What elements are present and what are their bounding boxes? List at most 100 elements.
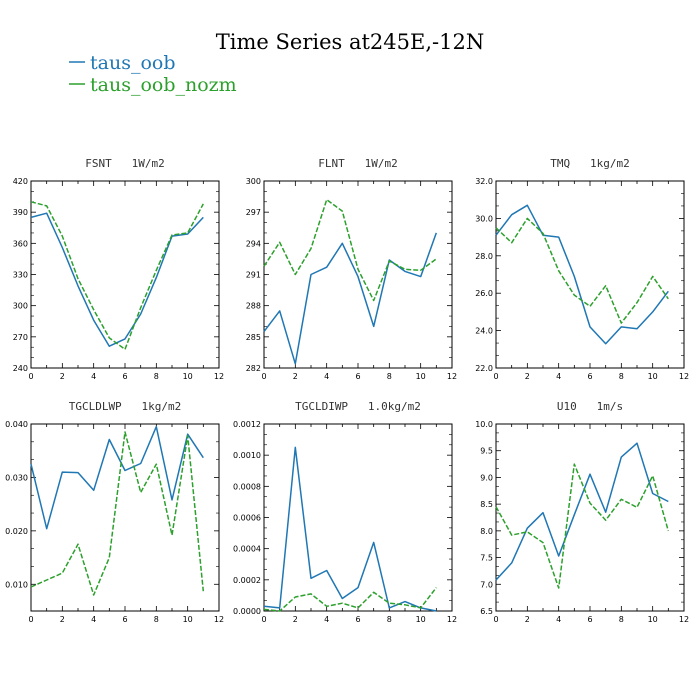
y-tick-label-flnt: 288 <box>246 302 261 311</box>
legend: taus_oob taus_oob_nozm <box>69 52 237 96</box>
y-tick-label-u10: 6.5 <box>480 607 493 616</box>
chart-panel-fsnt: FSNT 1W/m2 0 2 4 6 8 10 12 240 270 300 330 360 390 420 <box>13 157 224 381</box>
series-line-taus-oob-nozm-tgcldiwp <box>263 587 437 612</box>
series-line-taus-oob-flnt <box>263 232 438 365</box>
y-tick-label-fsnt: 420 <box>13 177 28 186</box>
x-tick-label-tmq: 2 <box>525 372 530 381</box>
x-tick-label-tgcldlwp: 12 <box>214 615 224 624</box>
chart-panel-tgcldlwp: TGCLDLWP 1kg/m2 0 2 4 6 8 10 12 0.010 0.020 0.030 0… <box>5 400 224 624</box>
y-tick-label-fsnt: 330 <box>13 271 28 280</box>
x-tick-label-u10: 10 <box>648 615 658 624</box>
y-tick-label-tmq: 32.0 <box>475 177 493 186</box>
series-line-taus-oob-nozm-flnt <box>263 198 437 302</box>
x-tick-label-u10: 0 <box>493 615 498 624</box>
x-tick-label-fsnt: 12 <box>214 372 224 381</box>
panel-title-tgcldlwp: TGCLDLWP 1kg/m2 <box>69 400 182 413</box>
y-tick-label-flnt: 291 <box>246 271 261 280</box>
x-tick-label-fsnt: 2 <box>60 372 65 381</box>
y-tick-label-u10: 7.0 <box>480 580 493 589</box>
figure-title: Time Series at245E,-12N <box>216 30 484 54</box>
x-tick-label-fsnt: 10 <box>183 372 193 381</box>
chart-panel-tmq: TMQ 1kg/m2 0 2 4 6 8 10 12 22.0 24.0 26.0 28.0 30.0 3… <box>475 157 689 381</box>
x-tick-label-tgcldiwp: 6 <box>355 615 360 624</box>
y-tick-label-flnt: 300 <box>246 177 261 186</box>
y-tick-label-tmq: 26.0 <box>475 289 493 298</box>
x-tick-label-tgcldlwp: 4 <box>91 615 96 624</box>
y-tick-label-tgcldiwp: 0.0002 <box>233 576 261 585</box>
x-tick-label-tgcldiwp: 2 <box>293 615 298 624</box>
y-tick-label-flnt: 294 <box>246 239 261 248</box>
x-tick-label-u10: 6 <box>587 615 592 624</box>
legend-label-taus-oob: taus_oob <box>90 52 176 74</box>
x-tick-label-tgcldiwp: 0 <box>261 615 266 624</box>
y-tick-label-fsnt: 360 <box>13 239 28 248</box>
y-tick-label-tgcldlwp: 0.010 <box>5 580 28 589</box>
y-tick-label-u10: 8.0 <box>480 527 493 536</box>
x-tick-label-tgcldlwp: 8 <box>154 615 159 624</box>
y-tick-label-u10: 8.5 <box>480 500 493 509</box>
x-tick-label-tgcldlwp: 2 <box>60 615 65 624</box>
chart-panel-u10: U10 1m/s 0 2 4 6 8 10 12 6.5 7.0 7.5 8.0 8.5 9.0 9.5 10… <box>475 400 689 624</box>
x-tick-label-tmq: 12 <box>679 372 689 381</box>
x-tick-label-flnt: 2 <box>293 372 298 381</box>
x-tick-label-tgcldlwp: 6 <box>122 615 127 624</box>
series-line-taus-oob-nozm-tgcldlwp <box>30 431 205 596</box>
series-line-taus-oob-nozm-fsnt <box>30 201 204 351</box>
x-tick-label-tgcldlwp: 10 <box>183 615 193 624</box>
y-tick-label-tgcldiwp: 0.0004 <box>233 545 261 554</box>
x-tick-label-tmq: 10 <box>648 372 658 381</box>
x-tick-label-tmq: 4 <box>556 372 561 381</box>
series-line-taus-oob-tgcldiwp <box>263 446 437 612</box>
x-tick-label-flnt: 8 <box>387 372 392 381</box>
y-tick-label-u10: 10.0 <box>475 420 493 429</box>
x-tick-label-u10: 12 <box>679 615 689 624</box>
y-tick-label-fsnt: 390 <box>13 208 28 217</box>
x-tick-label-tmq: 8 <box>619 372 624 381</box>
x-tick-label-u10: 2 <box>525 615 530 624</box>
y-tick-label-tgcldlwp: 0.030 <box>5 473 28 482</box>
chart-panel-tgcldiwp: TGCLDIWP 1.0kg/m2 0 2 4 6 8 10 12 0.0000 0.0002 0.… <box>233 400 457 624</box>
x-tick-label-fsnt: 8 <box>154 372 159 381</box>
series-line-taus-oob-tgcldlwp <box>30 425 204 530</box>
y-tick-label-flnt: 282 <box>246 364 261 373</box>
y-tick-label-tgcldiwp: 0.0012 <box>233 420 261 429</box>
x-tick-label-flnt: 6 <box>355 372 360 381</box>
panel-title-tmq: TMQ 1kg/m2 <box>550 157 629 170</box>
x-tick-label-tgcldiwp: 4 <box>324 615 329 624</box>
x-tick-label-fsnt: 4 <box>91 372 96 381</box>
y-tick-label-tmq: 24.0 <box>475 327 493 336</box>
y-tick-label-tmq: 30.0 <box>475 214 493 223</box>
series-line-taus-oob-fsnt <box>30 212 204 347</box>
y-tick-label-tgcldiwp: 0.0008 <box>233 482 261 491</box>
x-tick-label-tgcldlwp: 0 <box>28 615 33 624</box>
panel-title-fsnt: FSNT 1W/m2 <box>85 157 164 170</box>
panel-title-tgcldiwp: TGCLDIWP 1.0kg/m2 <box>295 400 421 413</box>
y-tick-label-u10: 9.0 <box>480 473 493 482</box>
series-line-taus-oob-u10 <box>495 442 669 581</box>
y-tick-label-flnt: 285 <box>246 333 261 342</box>
x-tick-label-u10: 4 <box>556 615 561 624</box>
x-tick-label-flnt: 4 <box>324 372 329 381</box>
x-tick-label-u10: 8 <box>619 615 624 624</box>
y-tick-label-u10: 7.5 <box>480 554 493 563</box>
x-tick-label-tgcldiwp: 10 <box>416 615 426 624</box>
x-tick-label-tmq: 6 <box>587 372 592 381</box>
x-tick-label-tmq: 0 <box>493 372 498 381</box>
panel-title-u10: U10 1m/s <box>557 400 623 413</box>
y-tick-label-fsnt: 270 <box>13 333 28 342</box>
y-tick-label-flnt: 297 <box>246 208 261 217</box>
series-line-taus-oob-tmq <box>495 204 669 345</box>
y-tick-label-u10: 9.5 <box>480 447 493 456</box>
x-tick-label-fsnt: 6 <box>122 372 127 381</box>
y-tick-label-fsnt: 240 <box>13 364 28 373</box>
y-tick-label-tmq: 28.0 <box>475 252 493 261</box>
series-line-taus-oob-nozm-u10 <box>495 463 670 589</box>
x-tick-label-flnt: 0 <box>261 372 266 381</box>
y-tick-label-tgcldlwp: 0.040 <box>5 420 28 429</box>
x-tick-label-fsnt: 0 <box>28 372 33 381</box>
y-tick-label-tgcldiwp: 0.0010 <box>233 451 261 460</box>
y-tick-label-tgcldlwp: 0.020 <box>5 527 28 536</box>
legend-label-taus-oob-nozm: taus_oob_nozm <box>90 74 237 96</box>
